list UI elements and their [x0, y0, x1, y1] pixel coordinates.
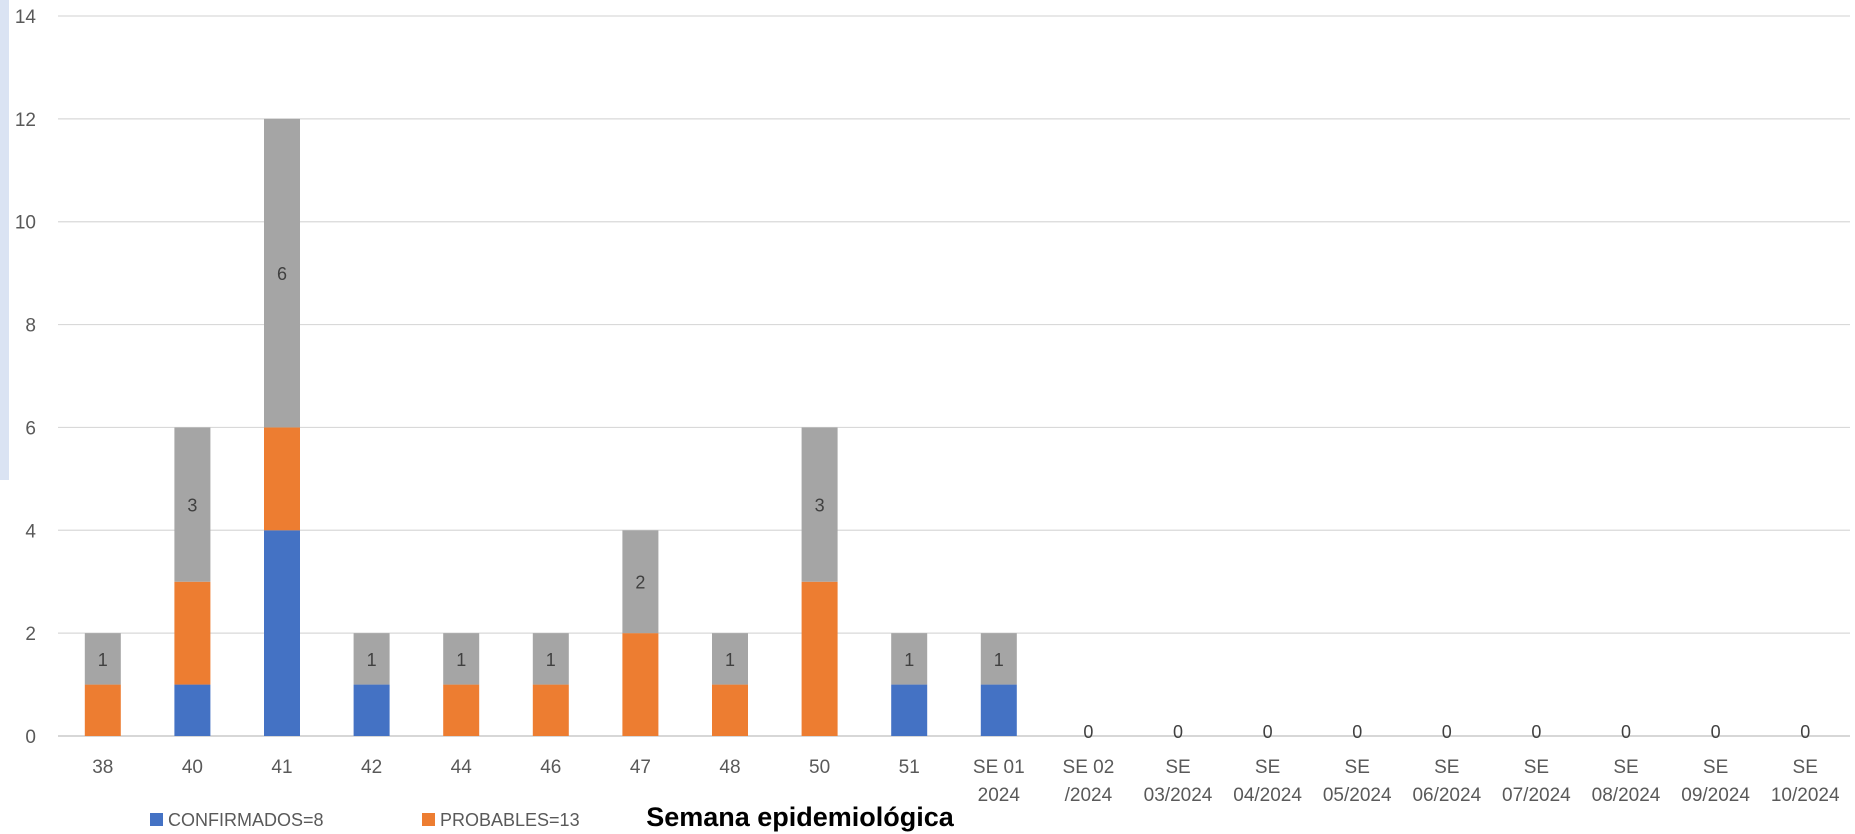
- data-label: 6: [277, 264, 287, 284]
- legend: CONFIRMADOS=8 PROBABLES=13: [150, 810, 580, 830]
- data-label: 1: [367, 650, 377, 670]
- x-tick-label: SE 08/2024: [1592, 757, 1661, 806]
- gridlines: [58, 15, 1850, 737]
- data-label: 0: [1083, 722, 1093, 742]
- data-label: 0: [1263, 722, 1273, 742]
- legend-swatch: [422, 813, 435, 826]
- x-tick-label: 50: [809, 757, 830, 778]
- x-tick-label: SE 01 2024: [973, 757, 1025, 806]
- x-tick-label: 41: [271, 757, 292, 778]
- bar-segment-0: [353, 684, 390, 736]
- y-tick-label: 2: [25, 624, 36, 645]
- bar-segment-2: [622, 530, 659, 634]
- bar-segment-0: [174, 684, 211, 736]
- x-axis-title: Semana epidemiológica: [646, 802, 955, 832]
- left-accent-strip: [0, 0, 9, 480]
- x-tick-label: SE 06/2024: [1412, 757, 1481, 806]
- data-label: 0: [1352, 722, 1362, 742]
- x-tick-label: 51: [899, 757, 920, 778]
- bar-segment-1: [264, 427, 300, 531]
- data-label: 0: [1621, 722, 1631, 742]
- data-label: 0: [1711, 722, 1721, 742]
- bar-segment-1: [84, 684, 121, 736]
- data-label: 1: [98, 650, 108, 670]
- data-label: 3: [815, 496, 825, 516]
- bar-segment-2: [443, 633, 480, 685]
- x-tick-label: SE 09/2024: [1681, 757, 1750, 806]
- bar-segment-0: [264, 530, 300, 736]
- data-label: 2: [635, 573, 645, 593]
- bar-segment-0: [891, 684, 928, 736]
- x-tick-label: SE 07/2024: [1502, 757, 1571, 806]
- x-tick-label: 42: [361, 757, 382, 778]
- x-tick-label: 44: [451, 757, 473, 778]
- y-tick-label: 14: [15, 7, 37, 28]
- x-tick-label: 48: [719, 757, 740, 778]
- y-tick-label: 6: [25, 418, 36, 439]
- y-tick-label: 8: [25, 316, 36, 337]
- bar-segment-2: [532, 633, 569, 685]
- bar-segment-2: [801, 427, 838, 582]
- x-tick-label: SE 03/2024: [1144, 757, 1213, 806]
- y-tick-label: 0: [25, 727, 36, 748]
- data-label: 0: [1173, 722, 1183, 742]
- y-tick-label: 10: [15, 213, 36, 234]
- bar-segment-2: [891, 633, 928, 685]
- bar-segment-2: [264, 118, 300, 428]
- x-tick-label: 47: [630, 757, 651, 778]
- x-tick-label: 40: [182, 757, 203, 778]
- legend-swatch: [150, 813, 163, 826]
- y-tick-label: 12: [15, 110, 36, 131]
- bar-segment-2: [353, 633, 390, 685]
- data-label: 3: [187, 496, 197, 516]
- data-label: 1: [725, 650, 735, 670]
- data-label: 1: [904, 650, 914, 670]
- bar-segment-1: [712, 684, 748, 736]
- data-labels: 1 3 6 1 1 1 2 1 3 1 1 0 0 0 0 0 0 0 0 0: [98, 264, 1810, 742]
- bar-segment-0: [980, 684, 1017, 736]
- x-tick-label: SE 02/2024: [1063, 757, 1115, 806]
- x-axis-ticks: 38 40 41 42 44 46 47 48 50 51 SE 01 2024 SE 02/2024 S…: [92, 757, 1840, 806]
- data-label: 0: [1531, 722, 1541, 742]
- bar-segment-1: [801, 581, 838, 736]
- y-tick-label: 4: [25, 521, 36, 542]
- x-tick-label: 38: [92, 757, 113, 778]
- bar-segment-1: [622, 633, 659, 736]
- y-axis-ticks: 0 2 4 6 8 10 12 14: [15, 7, 37, 748]
- bars: [84, 118, 1017, 736]
- legend-label: CONFIRMADOS=8: [168, 810, 324, 830]
- bar-segment-2: [980, 633, 1017, 685]
- data-label: 1: [994, 650, 1004, 670]
- data-label: 1: [456, 650, 466, 670]
- x-tick-label: SE 10/2024: [1771, 757, 1840, 806]
- x-tick-label: SE 04/2024: [1233, 757, 1302, 806]
- bar-segment-1: [443, 684, 480, 736]
- data-label: 1: [546, 650, 556, 670]
- data-label: 0: [1800, 722, 1810, 742]
- data-label: 0: [1442, 722, 1452, 742]
- bar-segment-1: [174, 581, 211, 685]
- bar-segment-2: [712, 633, 748, 685]
- bar-segment-1: [532, 684, 569, 736]
- x-tick-label: 46: [540, 757, 561, 778]
- bar-segment-2: [84, 633, 121, 685]
- x-tick-label: SE 05/2024: [1323, 757, 1392, 806]
- bar-segment-2: [174, 427, 211, 582]
- legend-label: PROBABLES=13: [440, 810, 580, 830]
